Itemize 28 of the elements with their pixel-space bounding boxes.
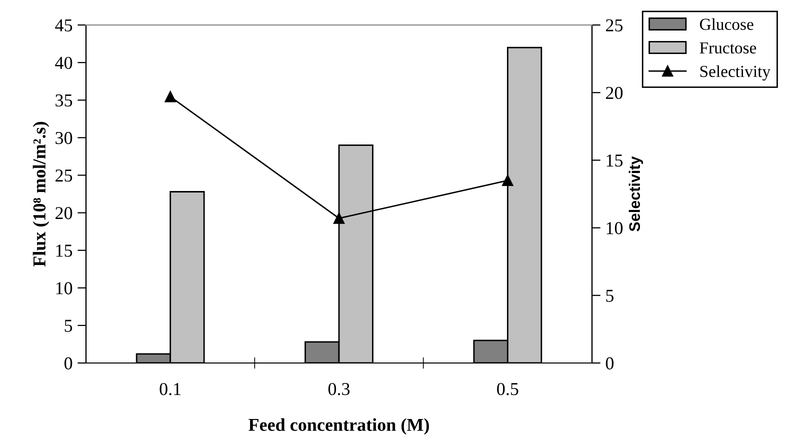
y-tick-label: 45: [55, 19, 72, 32]
x-axis-title: Feed concentration (M): [248, 418, 429, 435]
y-axis-title: Flux (10⁸ mol/m².s): [32, 122, 50, 267]
y2-axis-title: Selectivity: [628, 156, 644, 232]
legend-label: Fructose: [700, 42, 756, 54]
legend-label: Selectivity: [700, 65, 770, 81]
y-tick-label: 25: [56, 170, 72, 182]
y2-tick-label: 25: [606, 19, 623, 32]
y-tick-label: 35: [56, 94, 72, 107]
point: [502, 174, 514, 186]
y-tick-label: 15: [56, 244, 72, 257]
y-tick-label: 20: [56, 207, 72, 220]
y2-tick-label: 0: [606, 357, 614, 370]
y2-tick-label: 5: [606, 290, 614, 302]
y-tick-label: 10: [56, 282, 72, 294]
y-tick-label: 0: [64, 357, 72, 370]
y-tick-label: 30: [56, 132, 72, 144]
x-tick-label: 0.3: [328, 382, 350, 396]
point: [333, 212, 345, 224]
x-tick-label: 0.5: [497, 382, 518, 396]
x-tick-label: 0.1: [160, 382, 181, 396]
y2-tick-label: 20: [606, 86, 623, 100]
y2-tick-label: 15: [606, 154, 623, 167]
y-tick-label: 40: [55, 56, 72, 69]
y2-tick-label: 10: [606, 222, 623, 234]
legend-label: Glucose: [700, 18, 754, 30]
y-tick-label: 5: [64, 320, 72, 332]
point: [164, 91, 176, 102]
